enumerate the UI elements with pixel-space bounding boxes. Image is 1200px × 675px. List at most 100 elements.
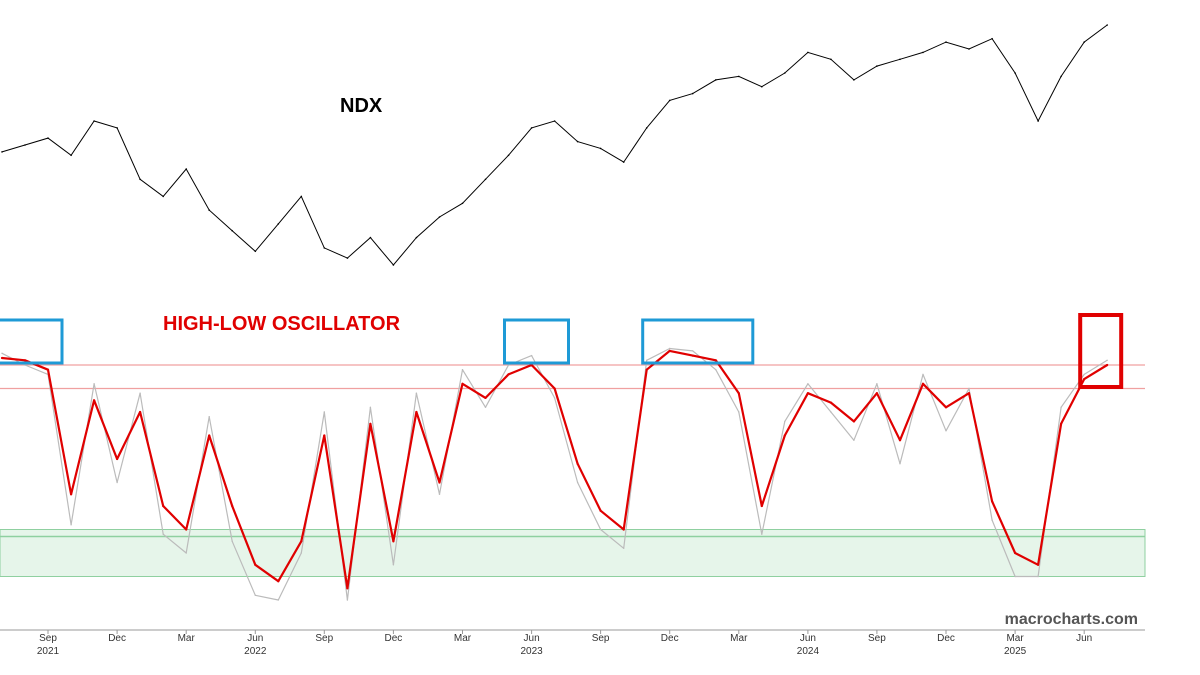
oscillator-point (669, 347, 671, 350)
x-tick-label: Dec (937, 633, 955, 644)
oscillator-point (599, 528, 602, 531)
oscillator-point (1, 352, 3, 354)
oscillator-point (507, 364, 510, 366)
oscillator-point (254, 563, 257, 566)
oscillator-point (484, 406, 487, 408)
ndx-point (507, 154, 510, 157)
ndx-point (530, 127, 533, 129)
oscillator-point (1037, 575, 1039, 578)
ndx-point (208, 209, 210, 211)
oscillator-point (968, 387, 970, 390)
oscillator-point (623, 547, 625, 549)
oscillator-point (692, 350, 694, 352)
oscillator-point (622, 528, 625, 531)
oscillator-point (576, 481, 579, 484)
oscillator-point (1106, 359, 1108, 361)
ndx-point (116, 127, 118, 129)
oscillator-point (231, 504, 234, 508)
ndx-point (1037, 120, 1039, 122)
x-tick-label: Sep (592, 633, 610, 644)
ndx-point (231, 229, 233, 232)
ndx-point (277, 223, 280, 225)
x-year-label: 2024 (797, 646, 820, 657)
oscillator-point (646, 359, 648, 361)
oscillator-point (346, 599, 349, 601)
oscillator-point (991, 500, 994, 503)
oscillator-point (484, 396, 487, 399)
oscillator-point (0, 356, 4, 360)
oscillator-point (208, 416, 210, 418)
ndx-point (853, 79, 855, 81)
oscillator-point (668, 349, 671, 352)
ndx-point (1014, 72, 1016, 74)
x-tick-label: Jun (524, 633, 540, 644)
ndx-series-line (1, 24, 1108, 266)
oscillator-point (185, 528, 188, 531)
ndx-point (24, 144, 26, 146)
oscillator-point (300, 540, 303, 543)
x-tick-label: Sep (315, 633, 333, 644)
oscillator-point (208, 434, 211, 437)
oscillator-point (714, 359, 717, 362)
oscillator-point (876, 383, 878, 385)
x-tick-label: Mar (730, 633, 748, 644)
oscillator-point (46, 368, 50, 371)
x-year-label: 2023 (520, 646, 543, 657)
ndx-point (668, 99, 671, 102)
oscillator-point (277, 599, 279, 601)
oscillator-point (392, 540, 395, 543)
ndx-point (553, 120, 556, 122)
oscillator-point (738, 411, 740, 413)
ndx-point (968, 48, 970, 50)
ndx-point (369, 236, 372, 239)
oscillator-point (1037, 563, 1040, 566)
ndx-point (415, 236, 418, 239)
oscillator-point (807, 383, 809, 385)
oscillator-point (139, 392, 141, 394)
oscillator-point (553, 397, 556, 399)
oscillator-point (231, 540, 233, 542)
x-tick-label: Jun (1076, 633, 1092, 644)
highlight-box (0, 318, 64, 365)
highlight-boxes (0, 313, 1124, 389)
ndx-point (876, 65, 878, 67)
ndx-point (139, 178, 141, 181)
ndx-point (346, 257, 349, 259)
x-tick-label: Mar (1006, 633, 1024, 644)
oscillator-point (875, 392, 879, 395)
ndx-point (899, 58, 901, 61)
x-year-label: 2022 (244, 646, 267, 657)
oscillator-point (438, 493, 441, 495)
oscillator-point (1014, 575, 1016, 578)
oversold-band-rect (0, 529, 1146, 577)
oscillator-point (829, 401, 833, 404)
oscillator-point (415, 410, 418, 414)
ndx-point (691, 92, 694, 95)
oscillator-point (300, 552, 302, 554)
oscillator-point (93, 383, 95, 385)
oscillator-point (438, 481, 441, 484)
oscillator-point (922, 373, 924, 376)
ndx-point (461, 202, 464, 205)
oscillator-point (945, 430, 947, 432)
ndx-point (761, 85, 763, 88)
oscillator-point (991, 519, 993, 521)
ndx-point (622, 161, 625, 163)
oscillator-point (70, 524, 72, 526)
x-tick-label: Jun (247, 633, 263, 644)
oscillator-point (277, 580, 280, 583)
highlight-box (641, 318, 755, 365)
oscillator-point (553, 387, 556, 390)
ndx-point (484, 178, 487, 181)
oscillator-point (898, 439, 902, 442)
oscillator-point (576, 462, 579, 465)
ndx-point (784, 72, 786, 74)
oscillator-point (369, 406, 372, 408)
ndx-point (738, 75, 740, 78)
oscillator-point (806, 392, 810, 395)
oscillator-point (852, 420, 856, 423)
oversold-band (0, 529, 1146, 577)
oscillator-point (254, 594, 256, 596)
oscillator-point (415, 392, 418, 394)
oscillator-point (761, 533, 763, 535)
